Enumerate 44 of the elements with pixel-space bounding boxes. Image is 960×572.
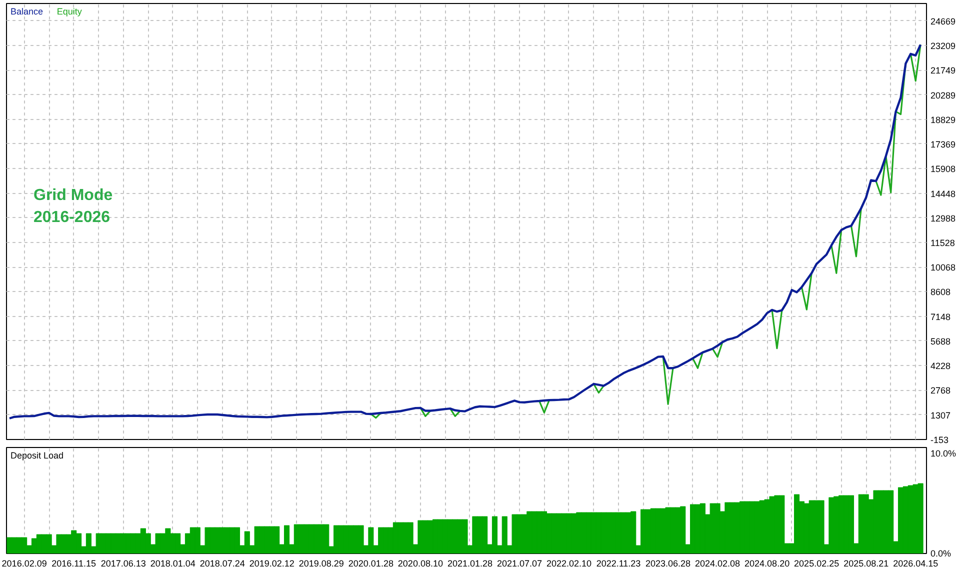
x-tick-label: 2023.06.28 — [646, 558, 691, 568]
x-tick-label: 2016.11.15 — [52, 558, 96, 568]
chart-title: Deposit Load — [10, 450, 64, 460]
text: Equity — [56, 6, 82, 16]
x-tick-label: 2022.11.23 — [596, 558, 641, 568]
x-tick-label: 2024.02.08 — [695, 558, 740, 568]
x-tick-label: 2018.07.24 — [200, 558, 245, 568]
annotation: 2016-2026 — [34, 208, 110, 226]
y-tick-label: 0.0% — [930, 548, 952, 558]
x-tick-label: 2025.02.25 — [794, 558, 840, 568]
y-tick-label: 15908 — [930, 164, 956, 174]
text: Balance — [10, 6, 44, 16]
x-tick-label: 2019.08.29 — [298, 558, 344, 568]
y-tick-label: 7148 — [930, 312, 951, 322]
x-tick-label: 2021.07.07 — [496, 558, 542, 568]
x-tick-label: 2020.01.28 — [348, 558, 394, 568]
x-tick-label: 2020.08.10 — [398, 558, 443, 568]
y-tick-label: 5688 — [930, 336, 951, 346]
x-tick-label: 2024.08.20 — [744, 558, 790, 568]
y-tick-label: 2768 — [930, 386, 951, 396]
x-tick-label: 2026.04.15 — [893, 558, 938, 568]
y-tick-label: 21749 — [930, 66, 956, 76]
y-tick-label: 24669 — [930, 16, 956, 26]
y-tick-label: 14448 — [930, 188, 956, 199]
y-tick-label: 1307 — [930, 410, 951, 420]
x-tick-label: 2021.01.28 — [447, 558, 492, 568]
y-tick-label: 10.0% — [930, 448, 956, 458]
x-tick-label: 2019.02.12 — [249, 558, 294, 568]
y-tick-label: 12988 — [930, 213, 956, 224]
x-tick-label: 2022.02.10 — [546, 558, 592, 568]
y-tick-label: 4228 — [930, 361, 951, 372]
x-tick-label: 2016.02.09 — [2, 558, 47, 568]
y-tick-label: 18829 — [930, 114, 956, 125]
y-tick-label: 17369 — [930, 140, 956, 150]
annotation: Grid Mode — [34, 186, 113, 204]
y-tick-label: 8608 — [930, 287, 951, 298]
y-tick-label: 20289 — [930, 90, 956, 100]
x-tick-label: 2018.01.04 — [150, 558, 196, 568]
y-tick-label: 11528 — [930, 238, 955, 248]
y-tick-label: 23209 — [930, 41, 956, 52]
x-tick-label: 2025.08.21 — [844, 558, 889, 568]
x-tick-label: 2017.06.13 — [100, 558, 146, 568]
y-tick-label: -153 — [930, 435, 949, 445]
y-tick-label: 10068 — [930, 262, 956, 273]
